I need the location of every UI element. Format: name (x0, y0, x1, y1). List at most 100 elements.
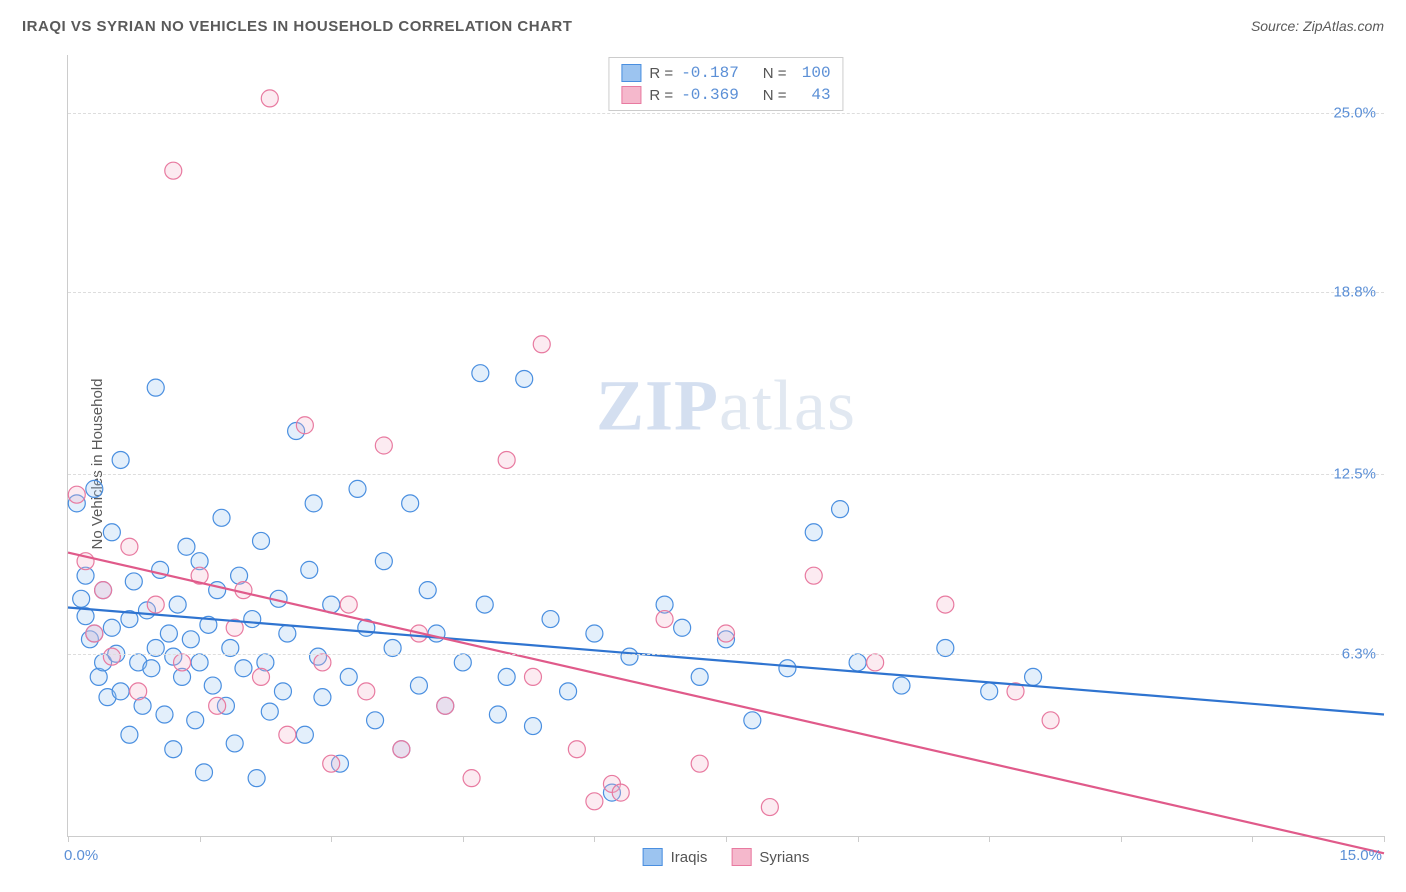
data-point (1025, 668, 1042, 685)
data-point (805, 524, 822, 541)
data-point (323, 755, 340, 772)
data-point (524, 718, 541, 735)
data-point (86, 625, 103, 642)
series-legend: Iraqis Syrians (643, 848, 810, 866)
data-point (279, 726, 296, 743)
data-point (489, 706, 506, 723)
data-point (586, 793, 603, 810)
data-point (169, 596, 186, 613)
data-point (156, 706, 173, 723)
data-point (981, 683, 998, 700)
data-point (691, 755, 708, 772)
data-point (568, 741, 585, 758)
gridline (68, 113, 1384, 114)
r-value-iraqis: -0.187 (681, 64, 739, 82)
x-tick (68, 836, 69, 842)
data-point (867, 654, 884, 671)
x-tick (463, 836, 464, 842)
data-point (367, 712, 384, 729)
x-tick (1384, 836, 1385, 842)
data-point (516, 370, 533, 387)
source-prefix: Source: (1251, 18, 1303, 34)
data-point (419, 582, 436, 599)
data-point (542, 611, 559, 628)
data-point (296, 417, 313, 434)
data-point (195, 764, 212, 781)
data-point (147, 596, 164, 613)
data-point (73, 590, 90, 607)
data-point (349, 480, 366, 497)
data-point (761, 799, 778, 816)
trend-line (68, 553, 1384, 854)
data-point (1042, 712, 1059, 729)
data-point (410, 677, 427, 694)
x-tick (200, 836, 201, 842)
x-tick (858, 836, 859, 842)
swatch-iraqis (621, 64, 641, 82)
data-point (301, 561, 318, 578)
n-value-iraqis: 100 (795, 64, 831, 82)
source-name: ZipAtlas.com (1303, 18, 1384, 34)
data-point (103, 619, 120, 636)
data-point (805, 567, 822, 584)
data-point (586, 625, 603, 642)
swatch-iraqis-icon (643, 848, 663, 866)
data-point (213, 509, 230, 526)
x-tick (594, 836, 595, 842)
n-label: N = (763, 65, 787, 82)
data-point (174, 654, 191, 671)
n-value-syrians: 43 (795, 86, 831, 104)
data-point (375, 553, 392, 570)
data-point (498, 451, 515, 468)
x-axis-max-label: 15.0% (1339, 847, 1382, 864)
data-point (103, 648, 120, 665)
chart-title: IRAQI VS SYRIAN NO VEHICLES IN HOUSEHOLD… (22, 18, 572, 35)
swatch-syrians (621, 86, 641, 104)
data-point (279, 625, 296, 642)
data-point (358, 683, 375, 700)
data-point (112, 451, 129, 468)
gridline (68, 474, 1384, 475)
data-point (191, 654, 208, 671)
data-point (314, 689, 331, 706)
data-point (472, 365, 489, 382)
data-point (560, 683, 577, 700)
x-tick (1252, 836, 1253, 842)
data-point (121, 726, 138, 743)
data-point (143, 660, 160, 677)
data-point (103, 524, 120, 541)
n-label: N = (763, 87, 787, 104)
data-point (454, 654, 471, 671)
data-point (305, 495, 322, 512)
data-point (235, 582, 252, 599)
legend-item-syrians: Syrians (731, 848, 809, 866)
data-point (187, 712, 204, 729)
swatch-syrians-icon (731, 848, 751, 866)
data-point (68, 486, 85, 503)
data-point (182, 631, 199, 648)
data-point (437, 697, 454, 714)
data-point (463, 770, 480, 787)
chart-header: IRAQI VS SYRIAN NO VEHICLES IN HOUSEHOLD… (22, 18, 1384, 35)
data-point (226, 735, 243, 752)
x-tick (726, 836, 727, 842)
data-point (849, 654, 866, 671)
data-point (253, 532, 270, 549)
x-tick (989, 836, 990, 842)
data-point (656, 611, 673, 628)
y-tick-label: 6.3% (1342, 645, 1376, 662)
data-point (402, 495, 419, 512)
data-point (744, 712, 761, 729)
legend-row-syrians: R = -0.369 N = 43 (621, 84, 830, 106)
plot-region: ZIPatlas R = -0.187 N = 100 R = -0.369 N… (67, 55, 1384, 837)
data-point (235, 660, 252, 677)
y-tick-label: 12.5% (1333, 466, 1376, 483)
gridline (68, 292, 1384, 293)
data-point (533, 336, 550, 353)
data-point (274, 683, 291, 700)
data-point (112, 683, 129, 700)
data-point (340, 668, 357, 685)
y-tick-label: 18.8% (1333, 284, 1376, 301)
data-point (130, 683, 147, 700)
data-point (95, 582, 112, 599)
